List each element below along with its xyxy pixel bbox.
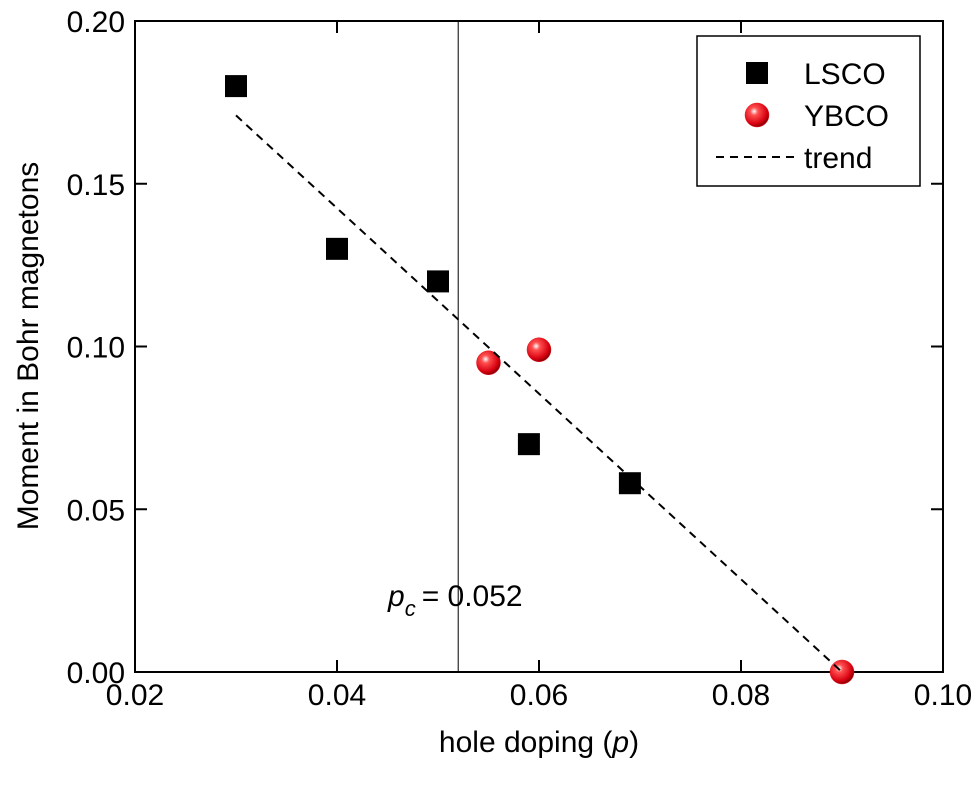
y-tick-label: 0.05 [67,494,125,527]
y-tick-label: 0.10 [67,332,125,365]
x-tick-label: 0.02 [106,679,164,712]
legend-label: trend [804,142,872,175]
x-tick-label: 0.08 [712,679,770,712]
marker-sphere [526,337,552,363]
x-axis-label: hole doping (p) [439,726,639,759]
x-label-part: p [611,726,629,759]
vline-annotation: pc = 0.052 [387,580,523,621]
y-tick-label: 0.20 [67,6,125,39]
x-label-part: hole doping ( [439,726,612,759]
annotation-symbol: p [387,580,405,613]
annotation-subscript: c [405,596,416,621]
y-tick-label: 0.15 [67,169,125,202]
marker-sphere [829,659,855,685]
x-tick-label: 0.06 [510,679,568,712]
trend-line [235,114,843,673]
marker-sphere [744,102,770,128]
marker-square [225,75,247,98]
legend-label: LSCO [804,58,886,91]
y-tick-label: 0.00 [67,657,125,690]
x-label-part: ) [629,726,639,759]
y-axis-label: Moment in Bohr magnetons [12,162,45,531]
legend-label: YBCO [804,100,889,133]
marker-square [326,237,348,260]
marker-square [427,270,449,293]
legend-box [696,35,921,187]
x-tick-label: 0.10 [914,679,972,712]
marker-square [618,472,641,495]
annotation-label: = 0.052 [422,580,523,613]
x-tick-label: 0.04 [308,679,366,712]
marker-square [746,62,768,84]
marker-square [517,433,540,456]
marker-sphere [476,350,501,376]
